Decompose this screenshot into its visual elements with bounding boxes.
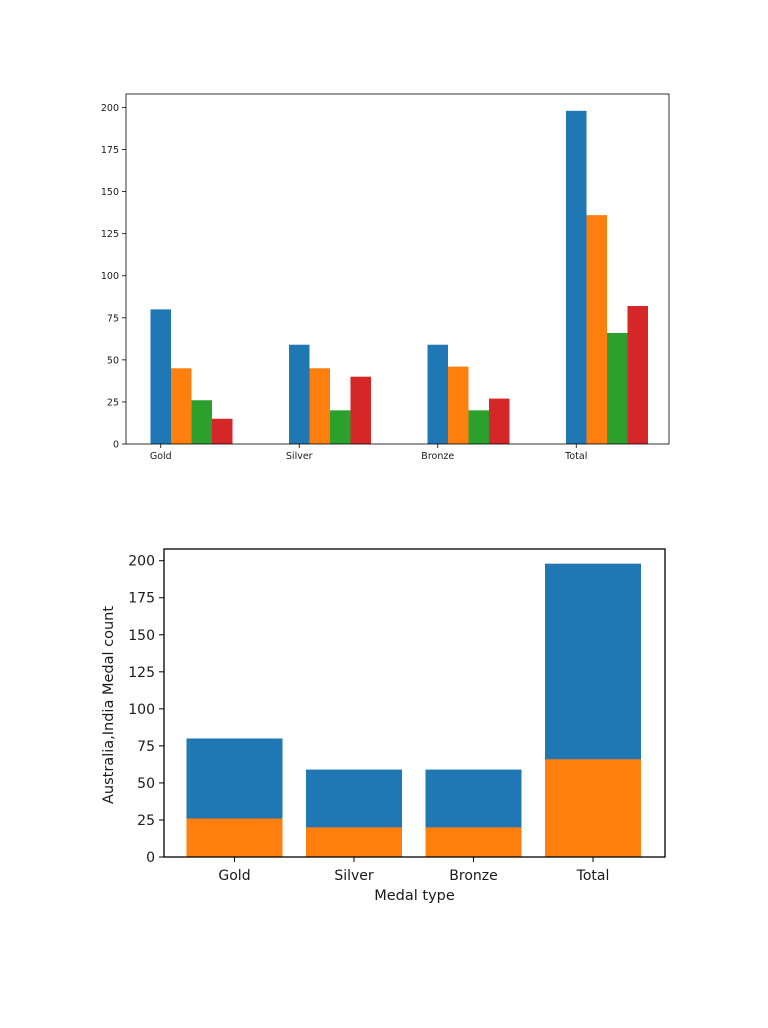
bar-total-series-4 [627,306,648,444]
y-tick-label: 25 [137,813,155,829]
x-tick-label: Total [564,451,587,462]
x-tick-label: Bronze [449,868,497,884]
bar-silver-series-4 [350,376,371,444]
y-tick-label: 150 [101,187,119,198]
y-tick-label: 150 [128,628,155,644]
y-tick-label: 100 [101,271,119,282]
bar-silver-series-2 [309,368,330,444]
y-tick-label: 75 [137,739,155,755]
bar-bronze-series-1 [427,344,448,444]
x-tick-label: Gold [150,451,172,462]
chart-overlay-medals: 0 25 50 75 100 125 150 175 200 Gold Silver Bronze To… [101,548,666,904]
bar-silver-series-3 [330,410,351,444]
y-tick-label: 200 [101,103,119,114]
bar-bronze-series-4 [489,398,510,444]
y-tick-label: 0 [146,850,155,866]
y-tick-label: 175 [101,145,119,156]
bar-total-series-2 [586,215,607,444]
bar-gold-series-3 [191,400,212,444]
y-tick-label: 50 [137,776,155,792]
bar-silver-series-1 [289,344,310,444]
bar-gold-series-2 [186,818,283,857]
y-tick-label: 75 [107,313,119,324]
y-tick-label: 100 [128,702,155,718]
bar-gold-series-4 [212,418,233,444]
bar-total-series-3 [607,332,628,444]
y-tick-label: 200 [128,554,155,570]
x-tick-label: Gold [218,868,250,884]
x-tick-label: Silver [334,868,374,884]
bar-total-series-1 [566,110,587,445]
y-tick-label: 0 [113,440,119,451]
x-tick-label: Bronze [421,451,454,462]
x-tick-label: Total [576,868,610,884]
plot-frame-2 [163,548,666,858]
y-axis-label: Australia,India Medal count [101,606,117,804]
bar-total-series-2 [545,759,641,857]
x-axis-label: Medal type [374,888,455,904]
y-tick-label: 25 [107,397,119,408]
x-tick-label: Silver [286,451,313,462]
plot-frame-1 [125,93,670,445]
bar-bronze-series-3 [468,410,489,444]
bar-gold-series-2 [171,368,192,444]
y-tick-label: 50 [107,355,119,366]
y-tick-label: 125 [101,229,119,240]
bar-bronze-series-2 [425,827,522,857]
bar-bronze-series-2 [448,366,469,444]
y-tick-label: 125 [128,665,155,681]
bar-gold-series-1 [150,309,171,444]
chart-grouped-medals: 0 25 50 75 100 125 150 175 200 Gold Silver Bronze To… [101,93,670,462]
y-tick-label: 175 [128,591,155,607]
bar-silver-series-2 [306,827,402,857]
